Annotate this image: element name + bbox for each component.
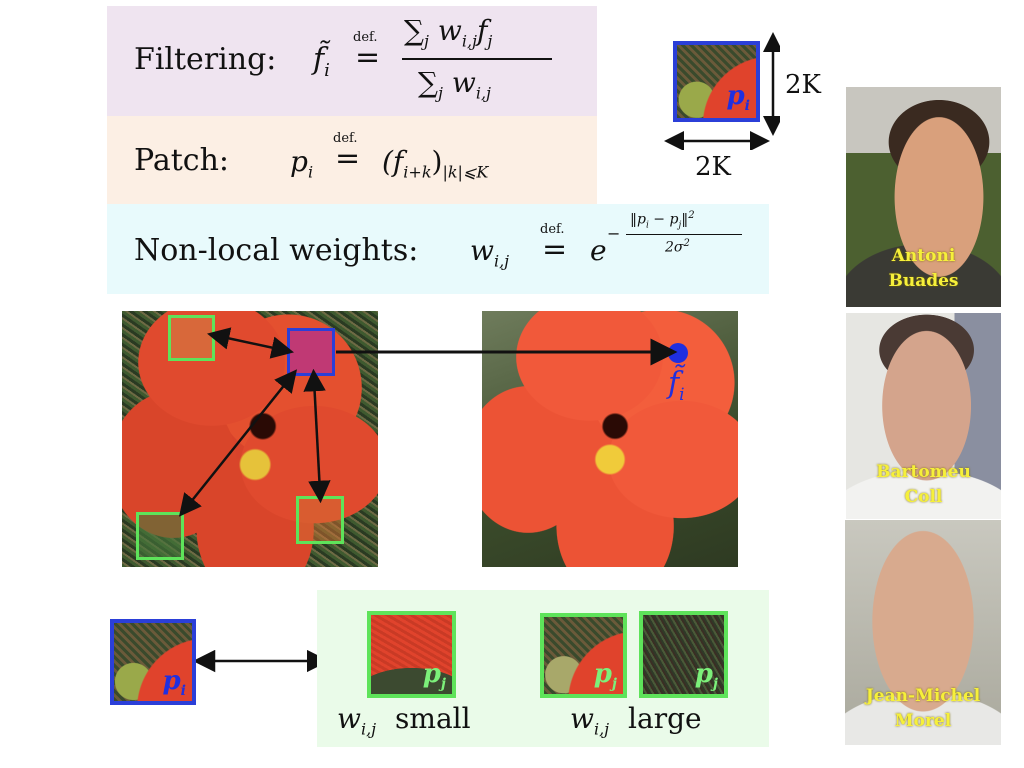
- arrow-to-bottomleft-patch: [178, 369, 298, 517]
- reference-patch-label: pi: [162, 665, 186, 699]
- width-label: 2K: [695, 152, 731, 182]
- patch-formula-box: [107, 116, 597, 204]
- filtering-numerator: ∑j wi,jfj: [404, 14, 493, 51]
- candidate-patch-large-weight-1: pj: [540, 613, 627, 698]
- weights-exp-numerator: ‖pi − pj‖2: [630, 210, 695, 231]
- arrow-to-topleft-patch: [207, 327, 294, 359]
- candidate-label-large-1: pj: [593, 658, 617, 692]
- filtering-formula-box: [107, 6, 597, 116]
- weights-eq: =: [542, 232, 568, 267]
- reference-patch-top: pi: [673, 41, 760, 122]
- patch-lhs: pi: [290, 145, 314, 182]
- patch-size-arrows: [664, 31, 780, 150]
- weights-label: Non-local weights:: [134, 233, 419, 268]
- weights-lhs: wi,j: [470, 234, 510, 271]
- noisy-green-patch-topleft: [168, 315, 215, 361]
- portrait-bartomeu-coll: Bartomeu Coll: [846, 313, 1001, 519]
- name-jean-michel-morel: Jean-Michel Morel: [865, 686, 981, 731]
- filtered-pixel-label: f̃i: [668, 366, 685, 405]
- portrait-jean-michel-morel: Jean-Michel Morel: [845, 520, 1001, 745]
- filtering-lhs: f̃i: [313, 42, 330, 81]
- noisy-green-patch-bottomright: [296, 496, 344, 544]
- name-bartomeu-coll: Bartomeu Coll: [876, 462, 971, 507]
- arrow-to-bottomright-patch: [303, 368, 331, 504]
- weights-base: e: [590, 234, 607, 267]
- filtering-def: def.: [353, 30, 378, 45]
- denoised-flower-image: [482, 311, 738, 567]
- patch-def: def.: [333, 131, 358, 146]
- filtering-denominator: ∑j wi,j: [418, 66, 492, 103]
- weights-exp-denominator: 2σ2: [665, 238, 690, 256]
- name-antoni-buades: Antoni Buades: [888, 246, 959, 291]
- large-weight-caption: wi,j large: [570, 702, 702, 739]
- portrait-antoni-buades: Antoni Buades: [846, 87, 1001, 307]
- candidate-patch-large-weight-2: pj: [639, 611, 728, 698]
- patch-label-pi: pi: [726, 80, 750, 114]
- filtering-eq: =: [355, 40, 381, 75]
- noisy-green-patch-bottomleft: [136, 512, 184, 560]
- small-weight-caption: wi,j small: [337, 702, 471, 739]
- weights-formula-box: [107, 204, 769, 294]
- weights-def: def.: [540, 222, 565, 237]
- filtering-fraction-bar: [402, 58, 552, 60]
- candidate-label-large-2: pj: [694, 658, 718, 692]
- weights-exp-sign: −: [607, 224, 621, 243]
- reference-patch-bottom: pi: [110, 619, 196, 705]
- candidate-label-small: pj: [422, 658, 446, 692]
- height-label: 2K: [785, 70, 821, 100]
- candidate-patch-small-weight: pj: [367, 611, 456, 698]
- filtering-label: Filtering:: [134, 42, 277, 77]
- weights-exp-bar: [626, 234, 742, 235]
- patch-label: Patch:: [134, 143, 230, 178]
- patch-eq: =: [335, 141, 361, 176]
- patch-rhs: (fi+k)|k|⩽K: [382, 145, 489, 182]
